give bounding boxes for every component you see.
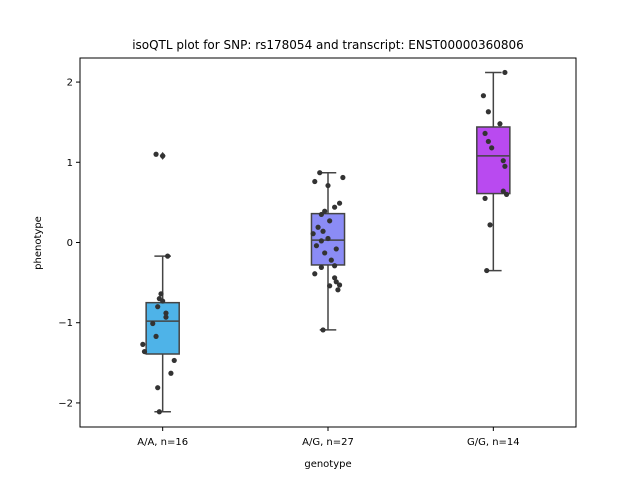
data-point bbox=[489, 145, 495, 151]
x-tick-label: A/G, n=27 bbox=[302, 437, 354, 448]
data-point bbox=[332, 275, 338, 281]
data-point bbox=[163, 310, 169, 316]
data-point bbox=[320, 228, 326, 234]
data-point bbox=[315, 224, 321, 230]
data-point bbox=[328, 257, 334, 263]
y-tick-label: 1 bbox=[67, 158, 73, 169]
data-point bbox=[502, 69, 508, 76]
chart-title: isoQTL plot for SNP: rs178054 and transc… bbox=[132, 38, 524, 52]
box-group bbox=[310, 171, 346, 331]
data-point bbox=[155, 385, 161, 391]
y-tick-label: 0 bbox=[67, 238, 73, 249]
data-point bbox=[141, 348, 148, 355]
data-point bbox=[313, 243, 320, 249]
x-tick-label: A/A, n=16 bbox=[137, 437, 188, 448]
y-axis: −2 −1 0 1 2 bbox=[58, 78, 80, 409]
data-point bbox=[333, 246, 339, 252]
data-point bbox=[325, 235, 331, 242]
data-point bbox=[327, 218, 333, 224]
data-point bbox=[322, 250, 328, 256]
y-axis-label: phenotype bbox=[33, 216, 44, 270]
data-point bbox=[500, 158, 506, 164]
data-point bbox=[327, 283, 333, 289]
data-point bbox=[480, 93, 487, 99]
box-group bbox=[145, 151, 180, 413]
data-point bbox=[318, 211, 324, 218]
data-point bbox=[312, 271, 318, 277]
data-point bbox=[487, 222, 493, 228]
box-body bbox=[145, 301, 180, 355]
data-point bbox=[322, 208, 328, 214]
data-point bbox=[156, 409, 162, 415]
data-point bbox=[317, 170, 323, 176]
data-point bbox=[502, 163, 508, 169]
data-point bbox=[155, 304, 161, 310]
data-point bbox=[335, 287, 341, 293]
data-point bbox=[140, 341, 146, 347]
data-point bbox=[484, 267, 490, 274]
data-point bbox=[333, 279, 339, 285]
data-point bbox=[312, 178, 318, 185]
data-point bbox=[336, 282, 343, 288]
data-point bbox=[163, 314, 169, 320]
data-point bbox=[318, 238, 324, 244]
data-point bbox=[153, 151, 159, 157]
data-point bbox=[171, 357, 177, 364]
data-point bbox=[153, 333, 159, 339]
x-axis: A/A, n=16 A/G, n=27 G/G, n=14 bbox=[137, 427, 520, 448]
data-point bbox=[158, 291, 164, 297]
boxes-layer bbox=[145, 71, 511, 413]
data-point bbox=[310, 231, 316, 237]
data-point bbox=[165, 253, 171, 259]
y-tick-label: 2 bbox=[67, 78, 73, 89]
data-point bbox=[318, 264, 324, 270]
y-tick-label: −2 bbox=[58, 398, 73, 409]
data-point bbox=[160, 153, 166, 159]
data-point bbox=[336, 200, 343, 206]
x-axis-label: genotype bbox=[304, 459, 351, 470]
data-point bbox=[150, 320, 156, 327]
data-point bbox=[485, 109, 491, 115]
data-point bbox=[500, 188, 506, 194]
data-point bbox=[503, 191, 510, 197]
x-tick-label: G/G, n=14 bbox=[467, 437, 520, 448]
data-point bbox=[160, 298, 166, 304]
box-group bbox=[476, 71, 511, 272]
data-point bbox=[332, 263, 338, 269]
data-point bbox=[320, 327, 326, 333]
data-point bbox=[482, 195, 488, 201]
points-layer bbox=[140, 69, 510, 415]
data-point bbox=[325, 182, 331, 189]
data-point bbox=[332, 204, 338, 210]
data-point bbox=[168, 370, 174, 376]
data-point bbox=[482, 130, 488, 137]
data-point bbox=[485, 138, 491, 145]
data-point bbox=[340, 174, 346, 181]
data-point bbox=[497, 121, 503, 127]
y-tick-label: −1 bbox=[58, 318, 73, 329]
